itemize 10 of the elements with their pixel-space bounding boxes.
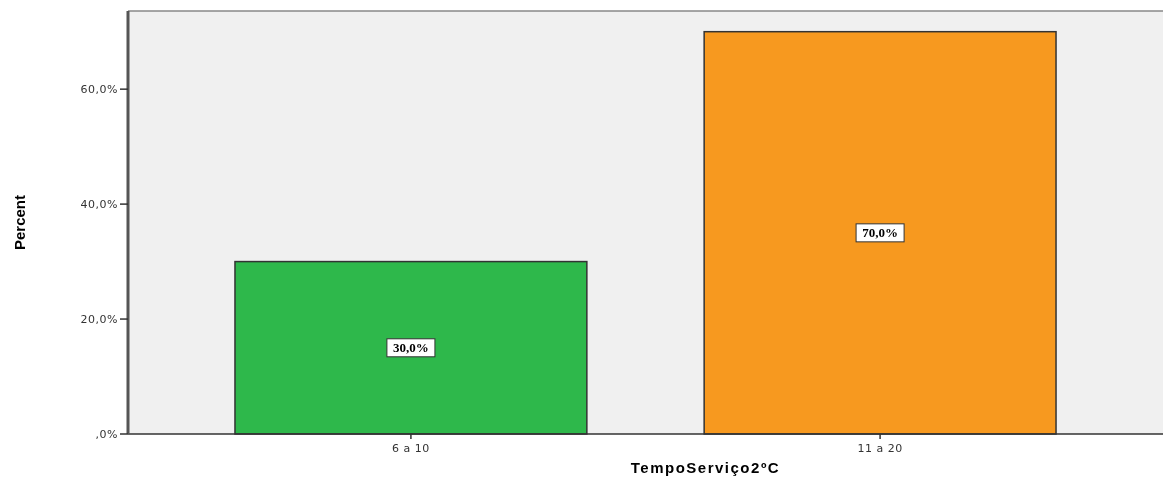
data-label: 70,0% [862, 225, 898, 241]
y-axis-title: Percent [11, 194, 28, 251]
y-tick-label: ,0% [95, 428, 118, 441]
x-tick-label: 6 a 10 [392, 442, 430, 455]
y-tick-label: 60,0% [80, 83, 118, 97]
data-label: 30,0% [393, 340, 429, 356]
x-axis-title: TempoServiço2ºC [630, 459, 781, 476]
y-tick-label: 20,0% [80, 313, 118, 327]
x-tick-label: 11 a 20 [857, 442, 903, 455]
y-tick-label: 40,0% [80, 198, 118, 212]
